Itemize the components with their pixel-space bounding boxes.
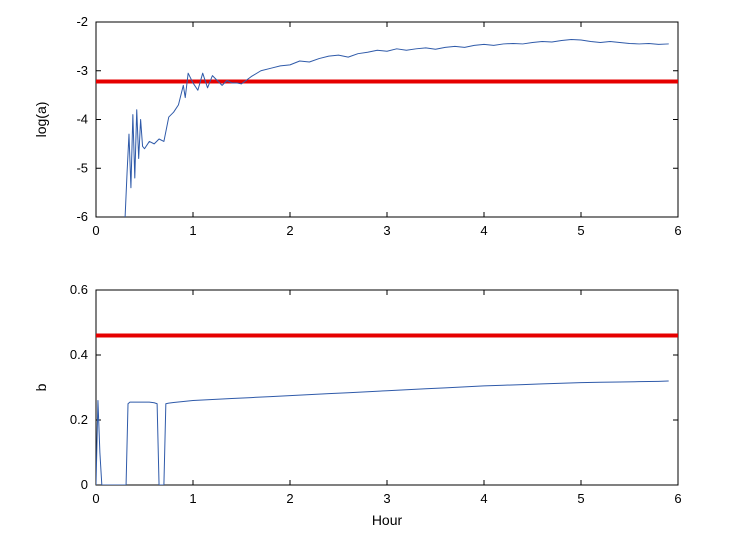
xtick-label: 2 [286,223,293,238]
ytick-label: 0.6 [70,282,88,297]
xtick-label: 5 [577,491,584,506]
ytick-label: -4 [76,112,88,127]
ytick-label: -5 [76,160,88,175]
ytick-label: -2 [76,14,88,29]
series-line [96,381,668,485]
xtick-label: 2 [286,491,293,506]
ytick-label: 0 [81,477,88,492]
xtick-label: 6 [674,491,681,506]
chart-svg: 0 1 2 3 4 5 6 -6 -5 -4 -3 -2 log(a) 0 1 2 3 4 5 6 0 0.2 0.4 0.6… [0,0,738,555]
xtick-label: 3 [383,223,390,238]
series-line [125,40,668,217]
y-axis-label: log(a) [33,102,49,138]
xtick-label: 3 [383,491,390,506]
chart-page: 0 1 2 3 4 5 6 -6 -5 -4 -3 -2 log(a) 0 1 2 3 4 5 6 0 0.2 0.4 0.6… [0,0,738,555]
xtick-label: 1 [189,223,196,238]
x-axis-label: Hour [372,512,403,528]
xtick-label: 6 [674,223,681,238]
ytick-label: -3 [76,63,88,78]
ytick-label: -6 [76,209,88,224]
ytick-label: 0.2 [70,412,88,427]
xtick-label: 0 [92,491,99,506]
xtick-label: 4 [480,491,487,506]
ytick-label: 0.4 [70,347,88,362]
xtick-label: 4 [480,223,487,238]
xtick-label: 5 [577,223,584,238]
axis-box [96,290,678,485]
y-axis-label: b [33,383,49,391]
xtick-label: 0 [92,223,99,238]
xtick-label: 1 [189,491,196,506]
